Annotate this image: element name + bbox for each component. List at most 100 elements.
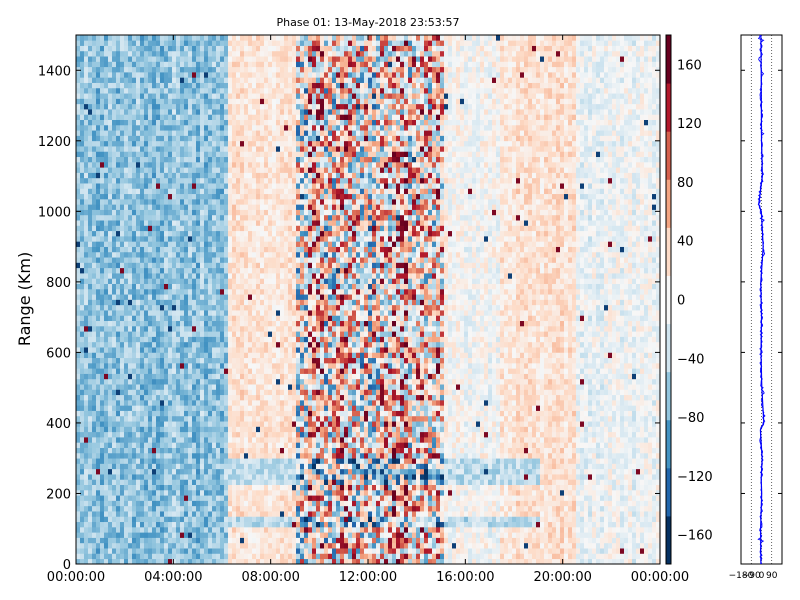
heatmap-cell: [196, 526, 201, 533]
heatmap-cell: [172, 220, 177, 226]
heatmap-cell: [252, 156, 257, 163]
heatmap-cell: [160, 50, 165, 57]
heatmap-cell: [144, 458, 149, 464]
heatmap-cell: [224, 521, 229, 528]
heatmap-cell: [196, 257, 201, 263]
heatmap-cell: [220, 188, 225, 195]
heatmap-cell: [172, 489, 177, 496]
heatmap-cell: [176, 124, 181, 131]
heatmap-cell: [164, 341, 169, 348]
heatmap-cell: [204, 87, 209, 94]
heatmap-cell: [252, 177, 257, 184]
heatmap-cell: [144, 124, 149, 131]
heatmap-cell: [112, 167, 117, 173]
heatmap-cell: [184, 225, 189, 232]
heatmap-cell: [188, 426, 193, 433]
heatmap-cell: [252, 167, 257, 173]
heatmap-cell: [80, 516, 85, 523]
heatmap-cell: [96, 262, 101, 269]
heatmap-cell: [184, 161, 189, 168]
heatmap-cell: [220, 198, 225, 205]
heatmap-cell: [180, 331, 185, 337]
heatmap-cell: [200, 251, 205, 258]
heatmap-cell: [192, 35, 197, 41]
heatmap-cell: [260, 431, 265, 438]
heatmap-cell: [224, 35, 229, 41]
heatmap-cell: [108, 442, 113, 448]
heatmap-cell: [204, 479, 209, 485]
heatmap-cell: [260, 505, 265, 512]
heatmap-cell: [268, 45, 273, 52]
heatmap-cell: [232, 161, 237, 168]
heatmap-cell: [176, 553, 181, 560]
heatmap-cell: [144, 262, 149, 269]
heatmap-cell: [224, 124, 229, 131]
heatmap-cell: [164, 537, 169, 544]
heatmap-cell: [212, 384, 217, 390]
heatmap-cell: [240, 56, 245, 62]
heatmap-cell: [216, 109, 221, 115]
heatmap-cell: [120, 193, 125, 200]
heatmap-cell: [136, 98, 141, 105]
heatmap-cell: [112, 468, 117, 475]
heatmap-cell: [240, 236, 245, 242]
heatmap-cell: [120, 172, 125, 179]
heatmap-cell: [144, 447, 149, 454]
heatmap-cell: [116, 257, 121, 263]
heatmap-cell: [268, 204, 273, 210]
heatmap-cell: [124, 304, 129, 311]
heatmap-cell: [248, 151, 253, 158]
heatmap-cell: [272, 400, 277, 406]
heatmap-cell: [272, 437, 277, 443]
heatmap-cell: [256, 341, 261, 348]
heatmap-cell: [264, 463, 269, 470]
heatmap-cell: [112, 521, 117, 528]
heatmap-cell: [188, 161, 193, 168]
heatmap-cell: [264, 431, 269, 438]
heatmap-cell: [244, 93, 249, 99]
heatmap-cell: [156, 72, 161, 78]
heatmap-cell: [180, 161, 185, 168]
heatmap-cell: [104, 310, 109, 316]
heatmap-cell: [132, 283, 137, 290]
heatmap-cell: [260, 87, 265, 94]
heatmap-cell: [120, 72, 125, 78]
heatmap-cell: [116, 72, 121, 78]
heatmap-cell: [244, 273, 249, 279]
heatmap-cell: [240, 368, 245, 374]
heatmap-cell: [248, 140, 253, 147]
heatmap-cell: [160, 251, 165, 258]
heatmap-cell: [92, 400, 97, 406]
heatmap-cell: [108, 103, 113, 110]
heatmap-cell: [216, 500, 221, 507]
heatmap-cell: [232, 82, 237, 89]
heatmap-cell: [92, 183, 97, 189]
heatmap-cell: [112, 511, 117, 517]
heatmap-cell: [88, 542, 93, 549]
heatmap-cell: [192, 500, 197, 507]
heatmap-cell: [140, 352, 145, 359]
heatmap-cell: [104, 426, 109, 433]
heatmap-cell: [188, 516, 193, 523]
heatmap-cell: [264, 558, 269, 565]
heatmap-cell: [152, 146, 157, 152]
heatmap-cell: [192, 463, 197, 470]
heatmap-cell: [180, 357, 185, 364]
heatmap-cell: [96, 236, 101, 242]
heatmap-cell: [104, 521, 109, 528]
heatmap-cell: [188, 209, 193, 216]
heatmap-cell: [260, 230, 265, 237]
heatmap-cell: [204, 45, 209, 52]
heatmap-cell: [184, 526, 189, 533]
heatmap-cell: [176, 278, 181, 284]
heatmap-cell: [120, 177, 125, 184]
heatmap-cell: [272, 362, 277, 369]
heatmap-cell: [112, 548, 117, 554]
heatmap-cell: [272, 87, 277, 94]
heatmap-cell: [84, 484, 89, 491]
heatmap-cell: [96, 241, 101, 247]
heatmap-cell: [168, 357, 173, 364]
heatmap-cell: [116, 537, 121, 544]
heatmap-cell: [136, 50, 141, 57]
heatmap-cell: [204, 262, 209, 269]
